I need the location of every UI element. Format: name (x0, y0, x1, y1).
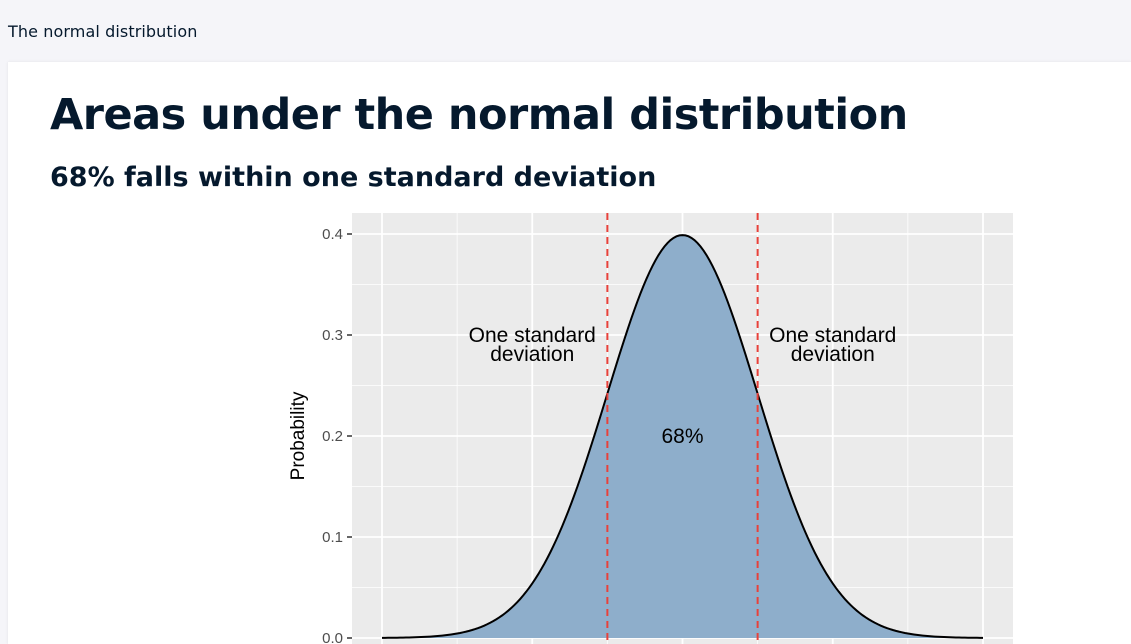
annotation-line: deviation (490, 343, 574, 366)
y-tick-label: 0.1 (322, 529, 343, 546)
presentation-title: The normal distribution (8, 22, 198, 41)
slide: Areas under the normal distribution 68% … (8, 62, 1131, 644)
slide-subtitle: 68% falls within one standard deviation (50, 162, 657, 193)
sd-lines (606, 213, 759, 644)
slide-title: Areas under the normal distribution (50, 90, 908, 140)
annotation-line: deviation (791, 343, 875, 366)
annotation-line: One standard (769, 324, 896, 347)
normal-distribution-chart: 0.00.10.20.30.4 One standard deviationOne… (288, 213, 1013, 644)
y-tick-label: 0.4 (322, 226, 343, 243)
y-axis: 0.0 0.1 0.2 0.3 0.4 (322, 226, 352, 644)
top-bar: The normal distribution (0, 0, 1131, 62)
y-tick-label: 0.3 (322, 327, 343, 344)
annotation-label: 68% (661, 425, 703, 448)
y-tick-label: 0.2 (322, 428, 343, 445)
annotation-label: One standard deviation (769, 324, 896, 366)
y-axis-label: Probability (288, 391, 309, 480)
y-tick-label: 0.0 (322, 630, 343, 644)
density-curve (381, 234, 984, 639)
shaded-area (382, 235, 983, 638)
annotation-line: One standard (469, 324, 596, 347)
annotation-line: 68% (661, 425, 703, 448)
annotation-label: One standard deviation (469, 324, 596, 366)
